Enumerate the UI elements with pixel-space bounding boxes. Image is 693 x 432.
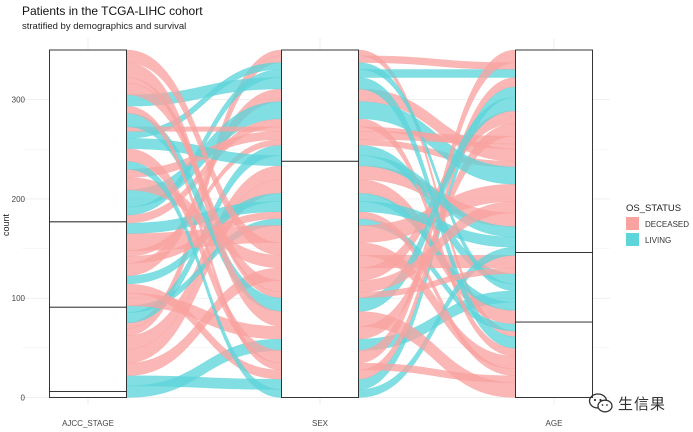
- stratum-box-ajcc-stage: [49, 221, 127, 308]
- stratum-box-age: [515, 49, 593, 253]
- stratum-box-ajcc-stage: [49, 49, 127, 223]
- y-axis: 0 100 200 300: [12, 96, 26, 403]
- legend-swatch-living: [626, 233, 639, 246]
- x-tick-label: SEX: [312, 419, 329, 428]
- strata-boxes: [49, 49, 593, 398]
- wechat-logo-icon: [588, 393, 613, 413]
- x-axis: AJCC_STAGE SEX AGE: [62, 419, 562, 428]
- stratum-box-ajcc-stage: [49, 306, 127, 392]
- legend-label-deceased: DECEASED: [645, 220, 689, 229]
- x-tick-label: AJCC_STAGE: [62, 419, 114, 428]
- y-tick-label: 200: [12, 195, 26, 204]
- chart-subtitle: stratified by demographics and survival: [22, 21, 186, 32]
- watermark: 生信果: [588, 390, 688, 416]
- stratum-box-age: [515, 252, 593, 323]
- x-tick-label: AGE: [546, 419, 563, 428]
- legend-swatch-deceased: [626, 217, 639, 230]
- y-tick-label: 0: [21, 394, 26, 403]
- y-axis-label: count: [1, 213, 11, 236]
- stratum-box-sex: [281, 49, 359, 162]
- stratum-box-sex: [281, 160, 359, 398]
- watermark-text: 生信果: [618, 394, 667, 413]
- stratum-box-ajcc-stage: [49, 391, 127, 398]
- chart-title: Patients in the TCGA-LIHC cohort: [22, 4, 203, 18]
- legend-title: OS_STATUS: [626, 203, 681, 214]
- stratum-box-age: [515, 321, 593, 398]
- legend-label-living: LIVING: [645, 236, 671, 245]
- y-tick-label: 100: [12, 294, 26, 303]
- legend: OS_STATUS DECEASED LIVING: [626, 203, 689, 246]
- y-tick-label: 300: [12, 96, 26, 105]
